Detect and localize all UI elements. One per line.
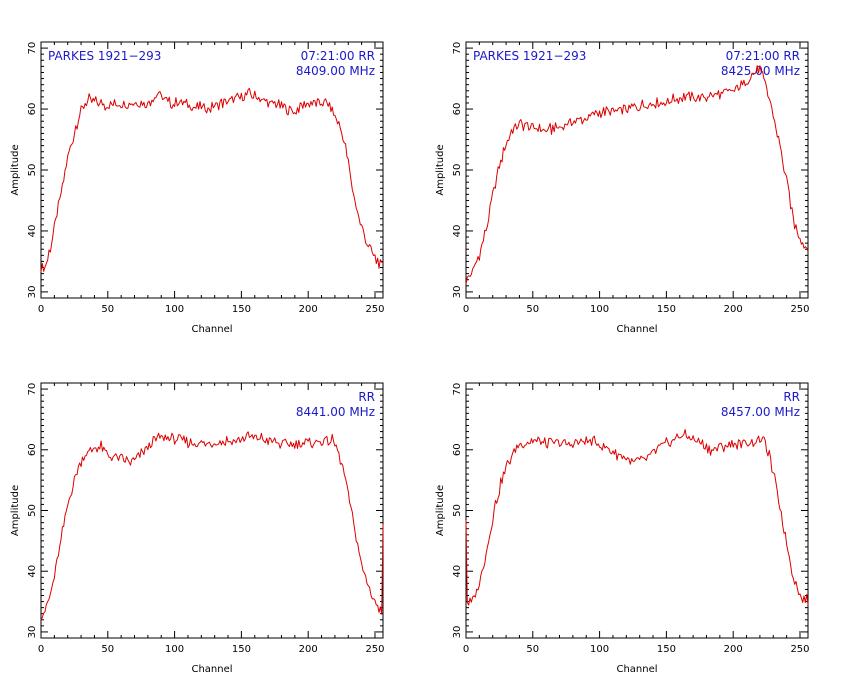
- x-tick-label: 100: [590, 304, 609, 315]
- x-tick-label: 150: [657, 304, 676, 315]
- time-pol-label: RR: [783, 390, 800, 404]
- y-tick-label: 40: [27, 225, 38, 238]
- x-tick-label: 50: [526, 304, 539, 315]
- x-tick-label: 50: [101, 304, 114, 315]
- y-tick-label: 70: [27, 42, 38, 55]
- source-label: PARKES 1921−293: [473, 49, 586, 63]
- x-axis-title: Channel: [616, 324, 657, 335]
- x-tick-label: 250: [790, 304, 809, 315]
- chart-panel-1: 30 40 50 60 70 0 50 100 150 200 250 Channel Amplitud…: [10, 41, 385, 335]
- y-tick-label: 30: [27, 626, 38, 639]
- plot-frame: [40, 382, 384, 639]
- y-tick-label: 30: [452, 626, 463, 639]
- x-tick-label: 0: [38, 304, 44, 315]
- y-tick-label: 70: [27, 383, 38, 396]
- x-tick-label: 100: [165, 304, 184, 315]
- y-tick-label: 30: [452, 286, 463, 299]
- x-tick-label: 250: [365, 304, 384, 315]
- y-tick-label: 50: [452, 164, 463, 177]
- x-tick-label: 0: [463, 644, 469, 655]
- frequency-label: 8425.00 MHz: [721, 64, 800, 78]
- y-tick-label: 40: [452, 565, 463, 578]
- frequency-label: 8441.00 MHz: [296, 405, 375, 419]
- y-tick-label: 60: [452, 443, 463, 456]
- x-tick-label: 0: [463, 304, 469, 315]
- x-tick-label: 200: [299, 304, 318, 315]
- time-pol-label: 07:21:00 RR: [301, 49, 375, 63]
- chart-panel-4: 30 40 50 60 70 0 50 100 150 200 250 Channel Amplitud…: [435, 382, 810, 675]
- y-tick-label: 60: [452, 103, 463, 116]
- x-tick-label: 200: [724, 644, 743, 655]
- x-tick-label: 150: [232, 304, 251, 315]
- y-axis-title: Amplitude: [435, 485, 446, 536]
- y-axis-title: Amplitude: [435, 144, 446, 195]
- x-tick-label: 100: [165, 644, 184, 655]
- x-tick-label: 200: [724, 304, 743, 315]
- source-label: PARKES 1921−293: [48, 49, 161, 63]
- frequency-label: 8409.00 MHz: [296, 64, 375, 78]
- y-tick-label: 50: [452, 504, 463, 517]
- x-axis-title: Channel: [616, 664, 657, 675]
- x-tick-label: 200: [299, 644, 318, 655]
- plot-frame: [465, 41, 809, 299]
- y-tick-label: 60: [27, 443, 38, 456]
- amplitude-trace: [40, 431, 384, 620]
- y-tick-label: 40: [452, 225, 463, 238]
- y-tick-label: 50: [27, 164, 38, 177]
- time-pol-label: RR: [358, 390, 375, 404]
- amplitude-trace: [465, 65, 809, 285]
- amplitude-trace: [465, 429, 809, 606]
- x-tick-label: 100: [590, 644, 609, 655]
- x-tick-label: 250: [790, 644, 809, 655]
- plot-frame: [465, 382, 809, 639]
- y-tick-label: 70: [452, 383, 463, 396]
- y-tick-label: 50: [27, 504, 38, 517]
- plot-frame: [40, 41, 384, 299]
- frequency-label: 8457.00 MHz: [721, 405, 800, 419]
- x-tick-label: 250: [365, 644, 384, 655]
- time-pol-label: 07:21:00 RR: [726, 49, 800, 63]
- x-tick-label: 50: [526, 644, 539, 655]
- amplitude-trace: [40, 87, 384, 272]
- x-tick-label: 150: [232, 644, 251, 655]
- y-axis-title: Amplitude: [10, 144, 21, 195]
- x-axis-title: Channel: [191, 324, 232, 335]
- y-tick-label: 60: [27, 103, 38, 116]
- y-tick-label: 30: [27, 286, 38, 299]
- x-tick-label: 0: [38, 644, 44, 655]
- x-tick-label: 50: [101, 644, 114, 655]
- y-tick-label: 70: [452, 42, 463, 55]
- x-tick-label: 150: [657, 644, 676, 655]
- chart-panel-3: 30 40 50 60 70 0 50 100 150 200 250 Channel Amplitud…: [10, 382, 385, 675]
- chart-panel-2: 30 40 50 60 70 0 50 100 150 200 250 Channel Amplitud…: [435, 41, 810, 335]
- x-axis-title: Channel: [191, 664, 232, 675]
- y-axis-title: Amplitude: [10, 485, 21, 536]
- y-tick-label: 40: [27, 565, 38, 578]
